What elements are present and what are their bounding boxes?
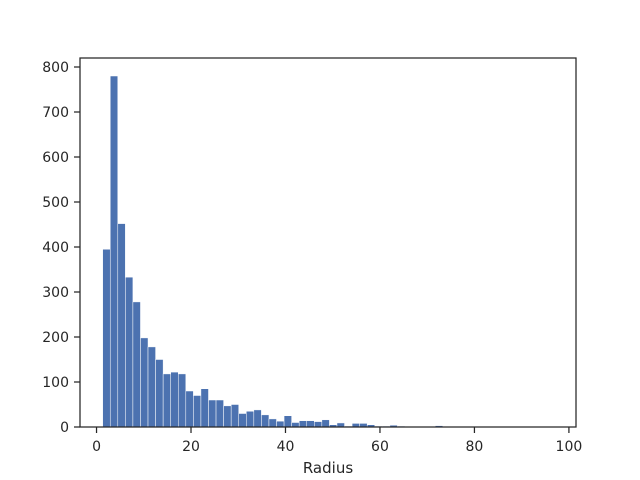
histogram-bar — [200, 388, 209, 428]
y-tick-label: 300 — [42, 285, 69, 301]
x-tick-label: 40 — [277, 439, 295, 455]
histogram-bar — [253, 409, 262, 428]
histogram-bar — [246, 411, 255, 428]
x-axis-title: Radius — [303, 459, 353, 477]
histogram-bar — [117, 223, 126, 428]
x-tick-label: 0 — [92, 439, 101, 455]
histogram-bar — [185, 390, 194, 428]
histogram-bar — [178, 373, 187, 428]
y-tick-label: 400 — [42, 240, 69, 256]
y-tick-label: 700 — [42, 105, 69, 121]
histogram-bar — [132, 301, 141, 428]
y-tick-label: 200 — [42, 330, 69, 346]
histogram-bar — [298, 420, 307, 428]
histogram-bar — [230, 404, 239, 428]
y-tick-label: 0 — [60, 420, 69, 436]
histogram-bar — [102, 249, 111, 428]
histogram-bar — [261, 414, 270, 428]
x-tick-label: 60 — [371, 439, 389, 455]
bars-layer — [102, 75, 444, 428]
y-axis: 0 100 200 300 400 500 600 700 800 — [42, 60, 80, 436]
y-tick-label: 100 — [42, 375, 69, 391]
x-tick-label: 100 — [556, 439, 583, 455]
x-tick-label: 80 — [466, 439, 484, 455]
y-tick-label: 500 — [42, 195, 69, 211]
histogram-bar — [283, 415, 292, 428]
histogram-bar — [170, 371, 179, 428]
y-tick-label: 600 — [42, 150, 69, 166]
histogram-bar — [140, 337, 149, 428]
histogram-bar — [314, 421, 323, 428]
x-axis: 0 20 40 60 80 100 — [92, 427, 582, 455]
histogram-bar — [223, 405, 232, 428]
x-tick-label: 20 — [182, 439, 200, 455]
histogram-bar — [276, 420, 285, 428]
histogram-bar — [306, 420, 315, 428]
histogram-bar — [193, 395, 202, 428]
histogram-bar — [268, 418, 277, 428]
histogram-bar — [155, 359, 164, 428]
histogram-bar — [208, 399, 217, 428]
plot-frame — [79, 57, 577, 428]
histogram-bar — [321, 419, 330, 428]
histogram-bar — [109, 75, 119, 428]
histogram-bar — [215, 399, 224, 428]
histogram-bar — [291, 422, 300, 428]
histogram-bar — [238, 413, 247, 428]
y-tick-label: 800 — [42, 60, 69, 76]
histogram-bar — [125, 276, 134, 428]
histogram-bar — [147, 346, 156, 428]
histogram-bar — [162, 373, 171, 428]
